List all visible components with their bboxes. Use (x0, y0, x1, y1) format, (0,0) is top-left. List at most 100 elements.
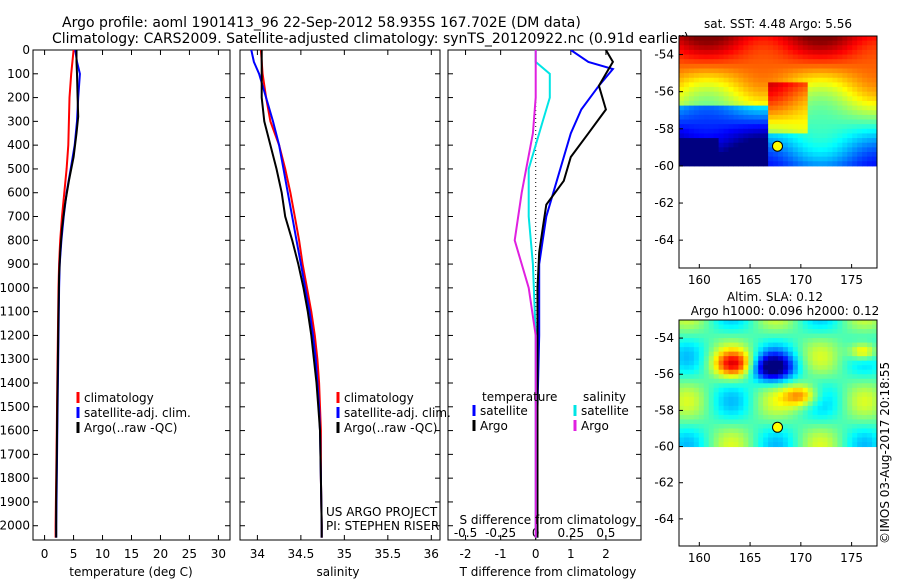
sla-cell (802, 396, 809, 402)
sla-cell (753, 401, 759, 407)
sst-cell (837, 110, 843, 116)
sla-cell (837, 383, 843, 389)
sst-xtick-label: 160 (688, 273, 711, 287)
sst-cell (743, 45, 749, 51)
sst-cell (817, 161, 824, 167)
sst-cell (738, 36, 744, 42)
sla-cell (867, 320, 873, 326)
sla-cell (867, 423, 873, 429)
sst-cell (703, 54, 710, 60)
sla-cell (857, 433, 863, 439)
sst-cell (773, 36, 779, 42)
sla-cell (679, 387, 685, 393)
sst-cell (792, 128, 799, 134)
sst-cell (872, 161, 878, 167)
sla-cell (852, 405, 858, 411)
sla-cell (683, 392, 690, 398)
sla-cell (708, 365, 715, 371)
sla-cell (817, 320, 824, 326)
sla-cell (713, 342, 720, 348)
sla-cell (698, 374, 705, 380)
sla-cell (778, 360, 784, 366)
sla-cell (768, 342, 774, 348)
sst-cell (778, 110, 784, 116)
sla-cell (683, 423, 690, 429)
sla-cell (797, 378, 804, 384)
sla-cell (787, 365, 794, 371)
sst-cell (782, 96, 789, 102)
sst-cell (753, 114, 759, 121)
sla-cell (857, 419, 863, 425)
sst-cell (782, 105, 789, 111)
sst-cell (723, 114, 729, 121)
sla-cell (778, 433, 784, 439)
sla-cell (758, 351, 764, 357)
sla-cell (837, 423, 843, 429)
sla-cell (679, 347, 685, 353)
sla-cell (847, 378, 853, 384)
sst-cell (787, 161, 794, 167)
sst-cell (797, 152, 804, 158)
sst-cell (867, 68, 873, 74)
sst-cell (718, 91, 725, 97)
sla-cell (852, 437, 858, 443)
sst-cell (693, 156, 700, 162)
sst-cell (728, 96, 734, 102)
sst-cell (782, 133, 789, 139)
sst-cell (703, 77, 710, 83)
sst-cell (728, 114, 734, 121)
sla-cell (743, 360, 749, 366)
sst-cell (778, 161, 784, 167)
sst-cell (862, 152, 868, 158)
sla-cell (748, 342, 754, 348)
sst-cell (708, 119, 715, 125)
sla-cell (817, 396, 824, 402)
sla-cell (728, 369, 734, 375)
sla-cell (778, 347, 784, 353)
sla-cell (852, 387, 858, 393)
sla-cell (862, 338, 868, 344)
sla-cell (758, 347, 764, 353)
sst-cell (857, 82, 863, 88)
sla-cell (797, 423, 804, 429)
sst-cell (847, 68, 853, 74)
sst-cell (827, 73, 833, 79)
sst-cell (852, 45, 858, 51)
sla-cell (703, 351, 710, 357)
sst-cell (778, 91, 784, 97)
sst-cell (763, 119, 769, 125)
sla-cell (738, 347, 744, 353)
sla-cell (802, 410, 809, 416)
sla-cell (782, 383, 789, 389)
sla-cell (787, 405, 794, 411)
sst-cell (822, 128, 828, 134)
sst-cell (822, 91, 828, 97)
sla-cell (753, 342, 759, 348)
sst-cell (827, 63, 833, 69)
sla-cell (837, 414, 843, 420)
D-series-line (536, 50, 615, 538)
sst-cell (812, 59, 819, 65)
S-legend-label: climatology (344, 391, 414, 405)
sla-cell (688, 392, 695, 398)
sla-cell (708, 360, 715, 366)
sla-cell (822, 414, 828, 420)
sst-cell (797, 82, 804, 88)
sla-cell (852, 428, 858, 434)
difference-xlabel: T difference from climatology (459, 565, 637, 579)
sst-cell (787, 82, 794, 88)
sla-cell (797, 428, 804, 434)
sst-cell (723, 49, 729, 56)
sla-cell (852, 365, 858, 371)
sst-cell (708, 138, 715, 144)
sst-cell (807, 73, 814, 79)
sst-cell (812, 128, 819, 134)
sla-cell (758, 392, 764, 398)
sst-cell (733, 87, 739, 93)
sla-cell (832, 356, 838, 362)
sst-cell (693, 40, 700, 46)
sla-cell (857, 410, 863, 416)
sst-cell (852, 156, 858, 162)
sst-cell (733, 40, 739, 46)
sla-cell (832, 423, 838, 429)
